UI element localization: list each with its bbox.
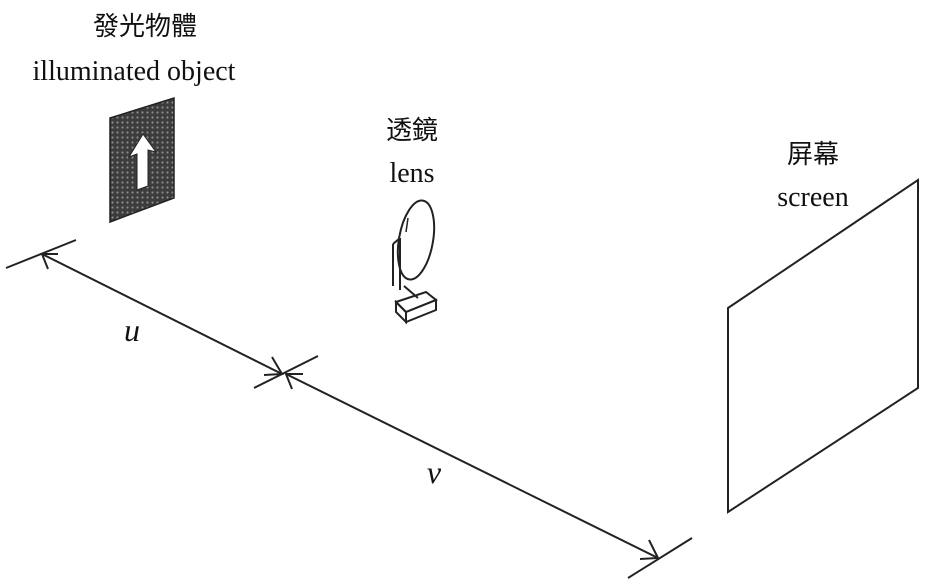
object-label-en: illuminated object	[32, 56, 236, 87]
object-label-zh: 發光物體	[92, 12, 197, 42]
screen-panel	[727, 178, 919, 514]
u-distance-label: u	[124, 312, 140, 348]
distance-v-marker	[284, 373, 693, 579]
lens-icon	[392, 199, 438, 325]
lens-label-en: lens	[389, 158, 435, 189]
lens-label-zh: 透鏡	[385, 116, 438, 146]
lens-glass	[396, 199, 436, 281]
distance-u-marker	[5, 239, 319, 389]
illuminated-object	[109, 96, 175, 224]
screen-label-zh: 屏幕	[786, 140, 839, 170]
object-arrow-icon	[127, 133, 158, 191]
screen-label-en: screen	[777, 182, 849, 213]
v-distance-label: v	[426, 454, 442, 490]
